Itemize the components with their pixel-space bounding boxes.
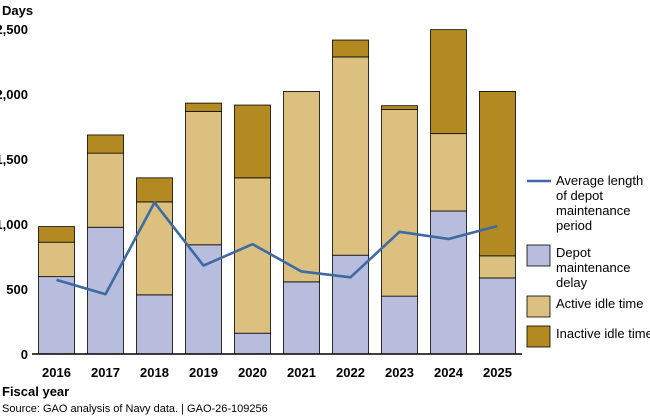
- bar-segment-depot-maintenance-delay-2021: [283, 281, 320, 355]
- bar-segment-depot-maintenance-delay-2023: [381, 295, 418, 355]
- bar-segment-active-idle-time-2023: [381, 109, 418, 297]
- legend-swatch-inactive-idle-time: [526, 325, 551, 348]
- x-tick-label-2024: 2024: [434, 365, 464, 380]
- y-axis-title: Days: [2, 3, 33, 18]
- bar-segment-inactive-idle-time-2022: [332, 39, 369, 58]
- legend-label-inactive-idle-time: Inactive idle time: [556, 326, 650, 341]
- x-axis-title: Fiscal year: [2, 384, 69, 399]
- x-tick-label-2018: 2018: [140, 365, 169, 380]
- bar-segment-active-idle-time-2017: [87, 152, 124, 228]
- bar-segment-depot-maintenance-delay-2018: [136, 294, 173, 355]
- bar-segment-active-idle-time-2021: [283, 91, 320, 283]
- y-axis-ticks: 0 500 1,000 1,500 2,000 2,500: [0, 22, 28, 362]
- bar-segment-inactive-idle-time-2019: [185, 102, 222, 112]
- bar-segment-active-idle-time-2024: [430, 133, 467, 212]
- x-axis-ticks: 2016 2017 2018 2019 2020 2021 2022 2023 2024 2025: [42, 365, 512, 380]
- bar-segment-inactive-idle-time-2023: [381, 105, 418, 110]
- bar-segment-active-idle-time-2022: [332, 56, 369, 256]
- bars: [38, 29, 516, 355]
- bar-segment-active-idle-time-2025: [479, 255, 516, 279]
- y-tick-label: 2,000: [0, 87, 28, 102]
- bar-segment-inactive-idle-time-2025: [479, 91, 516, 257]
- y-tick-label: 1,000: [0, 217, 28, 232]
- average-line: [56, 201, 498, 296]
- bar-segment-inactive-idle-time-2024: [430, 29, 467, 135]
- bar-segment-depot-maintenance-delay-2016: [38, 276, 75, 355]
- bar-segment-inactive-idle-time-2020: [234, 104, 271, 179]
- source-note: Source: GAO analysis of Navy data. | GAO…: [2, 403, 268, 415]
- legend-swatch-active-idle-time: [526, 295, 551, 318]
- x-tick-label-2020: 2020: [238, 365, 267, 380]
- y-tick-label: 500: [6, 282, 28, 297]
- y-tick-label: 0: [21, 347, 28, 362]
- bar-segment-inactive-idle-time-2016: [38, 226, 75, 243]
- x-tick-label-2016: 2016: [42, 365, 71, 380]
- legend-label-depot-maintenance-delay: Depot maintenance delay: [556, 245, 630, 290]
- bar-segment-active-idle-time-2018: [136, 201, 173, 296]
- bar-segment-inactive-idle-time-2018: [136, 177, 173, 203]
- bar-segment-inactive-idle-time-2017: [87, 134, 124, 154]
- bar-segment-depot-maintenance-delay-2024: [430, 210, 467, 355]
- bar-segment-depot-maintenance-delay-2022: [332, 254, 369, 355]
- legend-label-active-idle-time: Active idle time: [556, 296, 643, 311]
- bar-segment-active-idle-time-2020: [234, 177, 271, 334]
- bar-segment-depot-maintenance-delay-2025: [479, 277, 516, 355]
- legend-label-average-length-of-depot-maintenance-period: Average length of depot maintenance period: [556, 173, 643, 233]
- y-tick-label: 2,500: [0, 22, 28, 37]
- legend: Average length of depot maintenance period D…: [526, 173, 650, 348]
- x-tick-label-2022: 2022: [336, 365, 365, 380]
- bar-segment-active-idle-time-2016: [38, 241, 75, 278]
- x-tick-label-2023: 2023: [385, 365, 414, 380]
- x-tick-label-2017: 2017: [91, 365, 120, 380]
- bar-segment-depot-maintenance-delay-2020: [234, 332, 271, 355]
- average-length-line: [56, 201, 498, 296]
- x-tick-label-2021: 2021: [287, 365, 316, 380]
- legend-swatch-depot-maintenance-delay: [526, 244, 551, 267]
- x-tick-label-2019: 2019: [189, 365, 218, 380]
- y-tick-label: 1,500: [0, 152, 28, 167]
- bar-segment-depot-maintenance-delay-2019: [185, 244, 222, 355]
- x-tick-label-2025: 2025: [483, 365, 512, 380]
- bar-segment-active-idle-time-2019: [185, 111, 222, 246]
